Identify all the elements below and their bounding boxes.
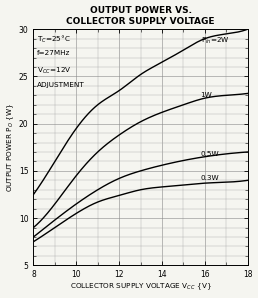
Title: OUTPUT POWER VS.
COLLECTOR SUPPLY VOLTAGE: OUTPUT POWER VS. COLLECTOR SUPPLY VOLTAG… bbox=[66, 6, 215, 26]
Text: f=27MHz: f=27MHz bbox=[37, 50, 70, 56]
Text: 0.3W: 0.3W bbox=[200, 176, 219, 181]
Text: ADJUSTMENT: ADJUSTMENT bbox=[37, 82, 84, 88]
Text: T$_C$=25°C: T$_C$=25°C bbox=[37, 34, 70, 45]
Text: P$_{in}$=2W: P$_{in}$=2W bbox=[200, 35, 229, 46]
Text: 0.5W: 0.5W bbox=[200, 151, 219, 157]
Text: 1W: 1W bbox=[200, 92, 212, 98]
Text: V$_{CC}$=12V: V$_{CC}$=12V bbox=[37, 66, 71, 76]
X-axis label: COLLECTOR SUPPLY VOLTAGE V$_{CC}$ {V}: COLLECTOR SUPPLY VOLTAGE V$_{CC}$ {V} bbox=[70, 282, 212, 292]
Y-axis label: OUTPUT POWER P$_O$ {W}: OUTPUT POWER P$_O$ {W} bbox=[6, 103, 16, 192]
